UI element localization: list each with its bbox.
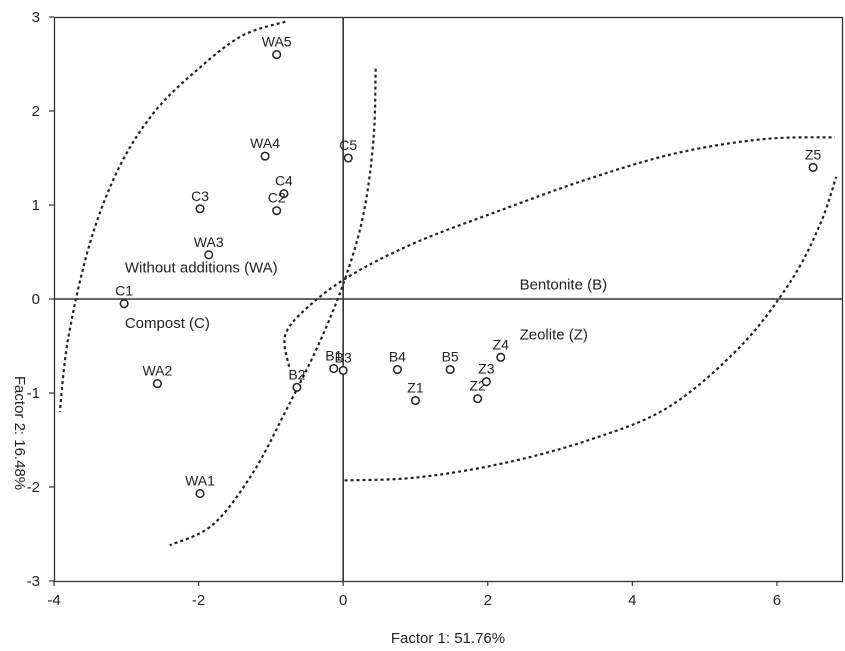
x-tick-label: 0	[339, 592, 347, 609]
point-b4	[392, 364, 402, 375]
point-wa2	[152, 379, 162, 389]
x-tick-label: -4	[47, 592, 60, 609]
point-z5	[808, 162, 818, 172]
point-wa5	[272, 50, 282, 60]
y-tick-label: 1	[32, 197, 40, 214]
point-label-wa4: WA4	[250, 135, 280, 151]
group-label-3: Zeolite (Z)	[520, 326, 588, 343]
y-tick-label: -3	[27, 573, 40, 590]
ellipse-wa	[58, 20, 286, 412]
point-c2	[272, 206, 282, 216]
group-label-2: Bentonite (B)	[520, 277, 608, 294]
x-axis-title: Factor 1: 51.76%	[391, 630, 505, 647]
point-label-c5: C5	[339, 137, 357, 153]
y-tick-label: 2	[32, 103, 40, 120]
group-label-0: Without additions (WA)	[125, 260, 278, 277]
x-tick-label: 2	[484, 592, 492, 609]
point-label-wa1: WA1	[185, 473, 215, 489]
point-label-wa5: WA5	[262, 34, 292, 50]
point-z1	[410, 395, 421, 406]
x-tick-label: -2	[192, 592, 205, 609]
point-c5	[343, 153, 353, 163]
point-b5	[445, 364, 455, 375]
point-b3	[338, 365, 348, 375]
x-axis-ticks: -4 -2 0 2 4 6	[47, 581, 781, 609]
group-ellipses	[58, 20, 838, 547]
y-axis-title: Factor 2: 16.48%	[11, 376, 28, 490]
point-z3	[481, 377, 491, 387]
point-wa4	[260, 151, 270, 161]
y-tick-label: -1	[27, 385, 40, 402]
y-tick-label: 0	[32, 291, 40, 308]
point-c1	[119, 299, 129, 309]
point-label-z5: Z5	[805, 146, 822, 162]
y-tick-label: 3	[32, 9, 40, 26]
point-label-z4: Z4	[493, 336, 510, 352]
point-b2	[292, 382, 302, 392]
y-tick-label: -2	[27, 479, 40, 496]
point-label-c1: C1	[115, 283, 133, 299]
point-label-b4: B4	[389, 349, 406, 365]
x-tick-label: 6	[773, 592, 781, 609]
point-label-wa2: WA2	[142, 363, 172, 379]
point-label-b2: B2	[288, 366, 305, 382]
ellipse-c	[169, 68, 377, 547]
group-labels: Without additions (WA) Compost (C) Bentoni…	[125, 260, 607, 344]
point-label-c2: C2	[268, 190, 286, 206]
point-label-z1: Z1	[407, 380, 424, 396]
x-tick-label: 4	[628, 592, 636, 609]
point-label-c4: C4	[275, 173, 293, 189]
point-label-c3: C3	[191, 188, 209, 204]
point-z2	[473, 394, 483, 404]
point-label-b1: B1	[325, 348, 342, 364]
ellipse-z	[344, 176, 838, 482]
group-label-1: Compost (C)	[125, 315, 210, 332]
ellipse-b	[283, 136, 835, 367]
point-c4	[279, 189, 289, 199]
point-label-z3: Z3	[478, 361, 495, 377]
point-label-b5: B5	[442, 349, 459, 365]
point-z4	[496, 352, 506, 362]
point-label-b3: B3	[335, 349, 352, 365]
zero-axes	[54, 17, 842, 581]
y-axis-ticks: -3 -2 -1 0 1 2 3	[27, 9, 54, 590]
point-wa1	[195, 489, 205, 499]
point-wa3	[204, 250, 214, 260]
point-label-wa3: WA3	[194, 234, 224, 250]
point-c3	[195, 204, 205, 214]
point-b1	[329, 364, 339, 374]
